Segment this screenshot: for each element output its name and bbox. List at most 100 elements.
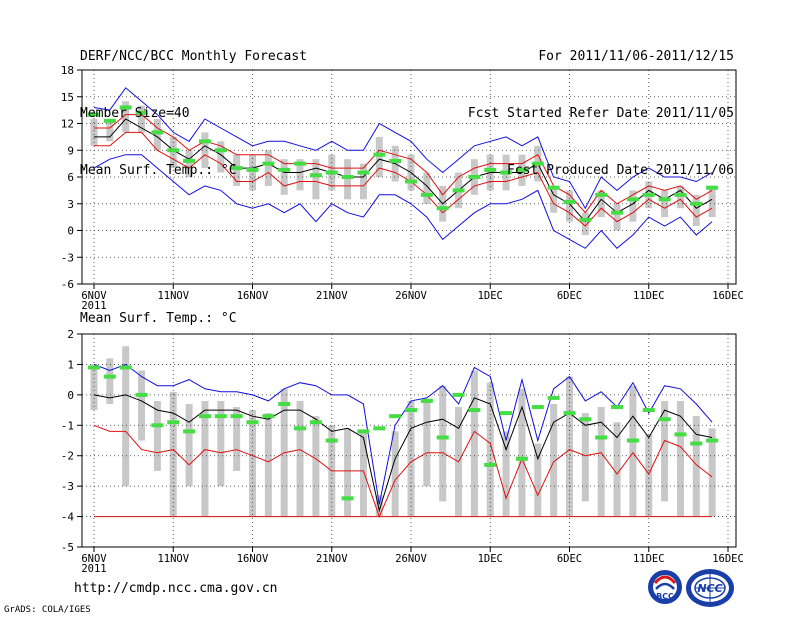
obs-marker bbox=[642, 192, 655, 197]
plot-frame bbox=[81, 333, 737, 548]
x-tick-label: 11DEC bbox=[633, 553, 665, 565]
box bbox=[692, 416, 700, 517]
box bbox=[169, 136, 177, 169]
obs-marker bbox=[357, 170, 370, 175]
box bbox=[661, 400, 669, 502]
obs-marker bbox=[294, 161, 307, 166]
obs-marker bbox=[690, 201, 703, 206]
x-tick-label: 16NOV bbox=[237, 553, 269, 565]
obs-marker bbox=[103, 374, 116, 379]
box bbox=[201, 132, 209, 169]
box bbox=[217, 400, 225, 487]
x-tick-label: 1DEC bbox=[478, 290, 503, 302]
box bbox=[629, 190, 637, 222]
series-mean-line bbox=[93, 394, 713, 513]
x-tick-label: 11NOV bbox=[157, 290, 189, 302]
obs-marker bbox=[262, 161, 275, 166]
box bbox=[375, 495, 383, 517]
box bbox=[249, 410, 256, 517]
series-mean-line bbox=[94, 118, 713, 223]
box bbox=[613, 203, 621, 231]
series-upper-line bbox=[94, 114, 713, 214]
obs-marker bbox=[484, 167, 497, 172]
y-tick-label: -1 bbox=[61, 419, 74, 432]
obs-marker bbox=[531, 405, 544, 410]
obs-marker bbox=[611, 210, 624, 215]
box bbox=[153, 400, 161, 471]
box bbox=[676, 400, 684, 517]
series-max-line bbox=[93, 363, 713, 505]
y-tick-label: -5 bbox=[61, 541, 74, 554]
obs-marker bbox=[119, 105, 132, 110]
y-tick-label: -3 bbox=[61, 480, 74, 493]
obs-marker bbox=[246, 420, 259, 425]
x-tick-label: 6NOV bbox=[81, 553, 107, 565]
x-tick-label: 26NOV bbox=[395, 290, 427, 302]
obs-marker bbox=[706, 438, 719, 443]
grads-credit: GrADS: COLA/IGES bbox=[4, 605, 91, 615]
y-tick-label: 3 bbox=[67, 198, 74, 211]
obs-marker bbox=[563, 199, 576, 204]
box bbox=[359, 431, 367, 517]
box bbox=[550, 403, 558, 517]
box bbox=[296, 400, 304, 517]
obs-marker bbox=[389, 414, 402, 419]
box bbox=[138, 105, 146, 133]
box bbox=[90, 119, 98, 146]
box bbox=[264, 413, 272, 517]
x-tick-sublabel: 2011 bbox=[81, 300, 106, 312]
y-tick-label: -6 bbox=[61, 278, 74, 291]
obs-marker bbox=[135, 392, 148, 397]
obs-marker bbox=[690, 441, 703, 446]
header-right: For 2011/11/06-2011/12/15 Fcst Started R… bbox=[468, 9, 734, 199]
x-tick-label: 21NOV bbox=[316, 290, 348, 302]
obs-marker bbox=[500, 170, 513, 175]
box bbox=[439, 385, 447, 502]
obs-marker bbox=[294, 426, 307, 431]
obs-marker bbox=[151, 423, 164, 428]
box bbox=[106, 358, 114, 404]
obs-marker bbox=[642, 408, 655, 413]
obs-marker bbox=[515, 456, 528, 461]
bcc-logo-text: BCC bbox=[656, 592, 674, 601]
box bbox=[296, 159, 304, 191]
obs-marker bbox=[357, 429, 370, 434]
chart-title: DERF/NCC/BCC Monthly Forecast bbox=[80, 49, 307, 64]
y-tick-label: -2 bbox=[61, 450, 74, 463]
obs-marker bbox=[420, 192, 433, 197]
obs-marker bbox=[183, 158, 196, 163]
obs-marker bbox=[88, 365, 100, 370]
source-url[interactable]: http://cmdp.ncc.cma.gov.cn bbox=[74, 581, 278, 596]
obs-marker bbox=[484, 462, 497, 467]
obs-marker bbox=[230, 414, 243, 419]
obs-marker bbox=[214, 148, 227, 153]
obs-marker bbox=[595, 435, 608, 440]
x-tick-label: 16DEC bbox=[712, 553, 744, 565]
y-tick-label: 1 bbox=[67, 358, 74, 371]
obs-marker bbox=[405, 179, 417, 184]
box bbox=[629, 385, 637, 517]
y-tick-label: 15 bbox=[61, 91, 74, 104]
box bbox=[312, 159, 320, 200]
obs-marker bbox=[547, 395, 560, 400]
forecast-period: For 2011/11/06-2011/12/15 bbox=[538, 49, 734, 64]
obs-marker bbox=[658, 197, 671, 202]
series-min-line bbox=[93, 154, 713, 249]
obs-marker bbox=[262, 414, 275, 419]
obs-marker bbox=[468, 408, 481, 413]
box bbox=[423, 400, 431, 487]
obs-marker bbox=[373, 152, 386, 157]
box bbox=[249, 154, 256, 191]
member-size: Member Size=40 bbox=[80, 106, 190, 121]
obs-marker bbox=[198, 414, 211, 419]
obs-marker bbox=[436, 435, 449, 440]
header-left: DERF/NCC/BCC Monthly Forecast Member Siz… bbox=[80, 9, 307, 199]
box bbox=[566, 190, 573, 222]
obs-marker bbox=[674, 192, 687, 197]
obs-marker bbox=[500, 411, 513, 416]
series-lower-line bbox=[94, 131, 713, 227]
box bbox=[375, 136, 383, 177]
obs-marker bbox=[420, 398, 433, 403]
box bbox=[661, 190, 669, 218]
obs-marker bbox=[278, 167, 291, 172]
